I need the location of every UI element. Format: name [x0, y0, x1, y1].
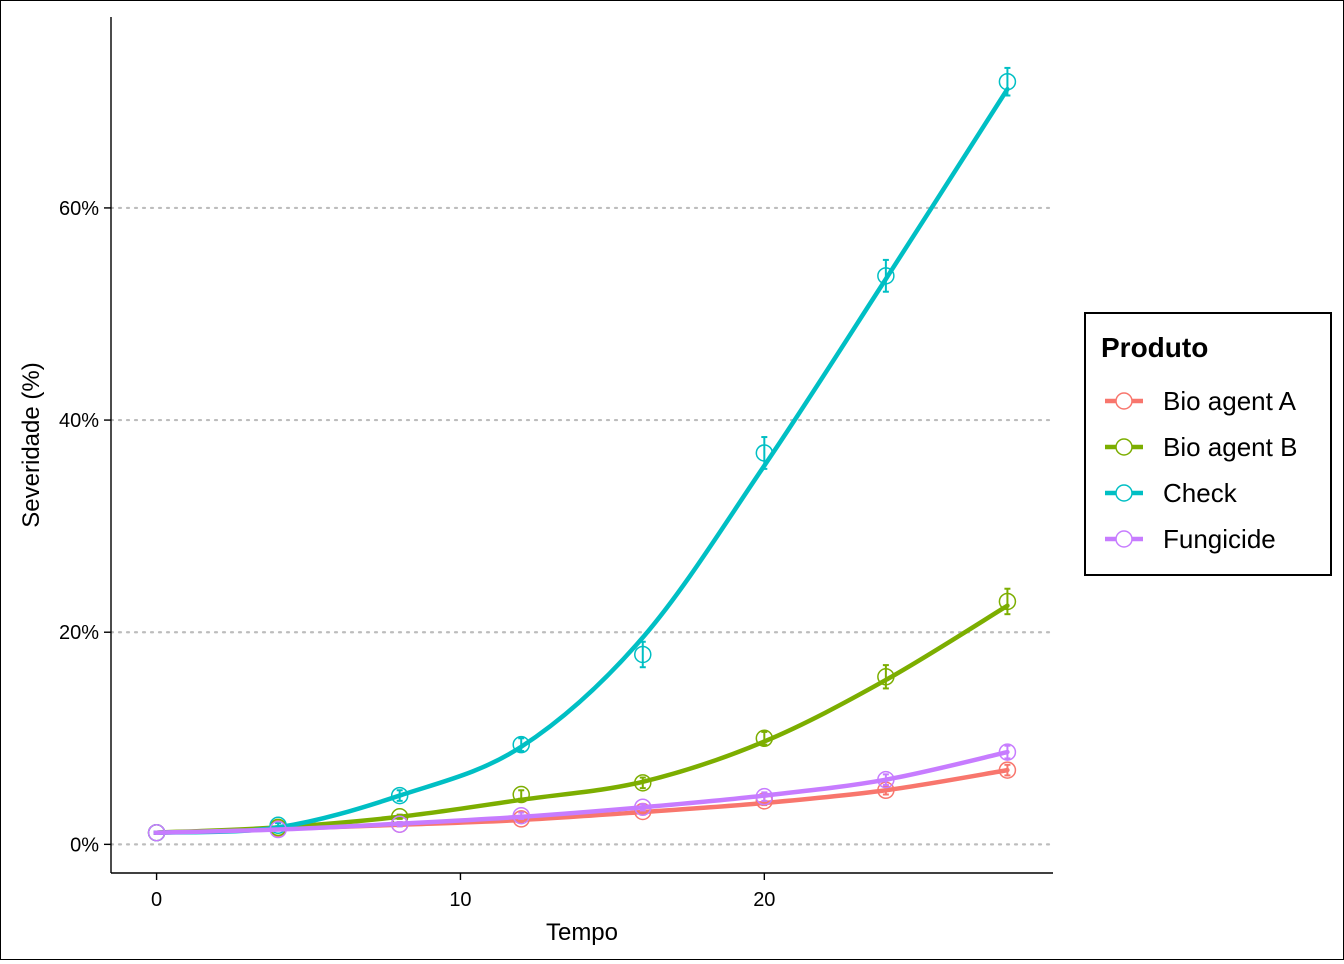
legend-item: Bio agent B: [1105, 432, 1297, 462]
data-point: [634, 645, 652, 664]
y-tick-label: 60%: [59, 198, 99, 220]
axes: [110, 17, 1053, 874]
legend-title: Produto: [1101, 332, 1208, 363]
series-line: [154, 86, 1010, 835]
series-layer: [147, 66, 1017, 842]
data-point: [512, 785, 530, 804]
x-axis-title: Tempo: [546, 919, 618, 946]
legend-label: Check: [1163, 478, 1238, 508]
series-fungicide: [147, 743, 1017, 842]
data-point: [512, 735, 530, 754]
data-point: [390, 786, 409, 805]
legend-label: Fungicide: [1163, 524, 1276, 554]
legend-items: Bio agent A Bio agent B Check Fungicide: [1105, 386, 1297, 554]
legend-item: Bio agent A: [1105, 386, 1297, 416]
legend-label: Bio agent A: [1163, 386, 1297, 416]
legend-item: Fungicide: [1105, 524, 1276, 554]
x-tick-label: 10: [449, 889, 471, 911]
y-tick-label: 40%: [59, 410, 99, 432]
data-point: [998, 592, 1017, 611]
y-tick-label: 0%: [70, 834, 99, 856]
y-axis-title: Severidade (%): [18, 362, 45, 527]
legend-key-point: [1115, 530, 1133, 548]
series-line: [154, 749, 1010, 835]
data-point: [877, 267, 895, 285]
y-tick-label: 20%: [59, 622, 99, 644]
legend-key-point: [1115, 438, 1133, 456]
series-bio-agent-b: [147, 587, 1017, 842]
legend-item: Check: [1105, 478, 1238, 508]
legend-key-point: [1115, 392, 1133, 410]
series-line: [154, 603, 1010, 835]
legend-label: Bio agent B: [1163, 432, 1297, 462]
grid-lines: [109, 206, 1055, 846]
x-tick-label: 20: [753, 889, 775, 911]
tick-marks-and-labels: 0% 20% 40% 60% 0 10 20: [59, 198, 775, 911]
legend: Produto Bio agent A Bio agent B Check Fungi…: [1084, 312, 1332, 576]
legend-key-point: [1115, 484, 1133, 502]
x-tick-label: 0: [151, 889, 162, 911]
series-check: [147, 66, 1017, 842]
